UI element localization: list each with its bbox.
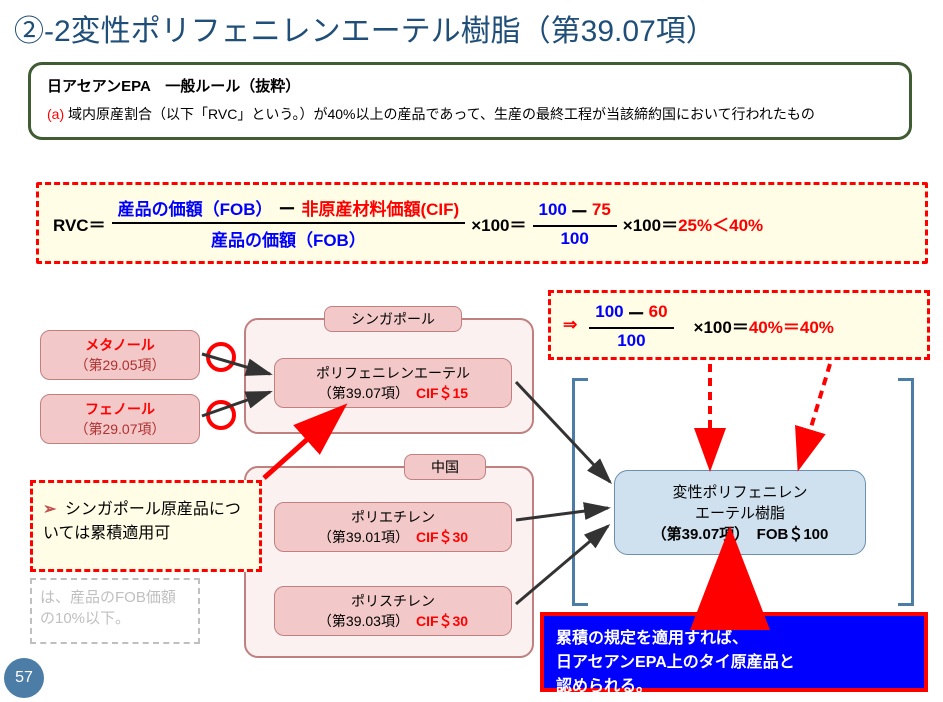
ppe-label: ポリフェニレンエーテル xyxy=(316,363,470,383)
ppe-cif: CIF＄15 xyxy=(416,385,468,401)
conclusion-box: 累積の規定を適用すれば、 日アセアンEPA上のタイ原産品と 認められる。 xyxy=(540,612,928,692)
circle-mark-1 xyxy=(206,342,236,372)
node-result: 変性ポリフェニレン エーテル樹脂 （第39.07項） FOB＄100 xyxy=(614,470,866,555)
result-l1: 変性ポリフェニレン xyxy=(625,481,855,502)
rvc1-minus: ー xyxy=(278,195,295,220)
ps-label: ポリスチレン xyxy=(351,591,435,611)
ps-hs: （第39.03項） xyxy=(318,613,402,629)
rvc2-minus: ー xyxy=(628,300,645,325)
rvc1-mid: ×100＝ xyxy=(471,211,526,236)
page-number: 57 xyxy=(4,658,44,698)
fob-note: は、産品のFOB価額の10%以下。 xyxy=(30,578,200,644)
pe-cif: CIF＄30 xyxy=(416,529,468,545)
rvc1-num2-minus: ー xyxy=(571,198,588,223)
conclude-l3: 認められる。 xyxy=(556,672,912,696)
node-phenol: フェノール （第29.07項） xyxy=(40,394,200,444)
methanol-label: メタノール xyxy=(85,335,155,355)
rvc1-den: 産品の価額（FOB） xyxy=(211,224,366,251)
methanol-hs: （第29.05項） xyxy=(74,355,165,375)
node-methanol: メタノール （第29.05項） xyxy=(40,330,200,380)
phenol-label: フェノール xyxy=(85,399,155,419)
node-ppe: ポリフェニレンエーテル （第39.07項） CIF＄15 xyxy=(274,358,512,408)
node-pe: ポリエチレン （第39.01項） CIF＄30 xyxy=(274,502,512,552)
rule-heading: 日アセアンEPA 一般ルール（抜粋） xyxy=(47,75,893,96)
rvc-lhs: RVC＝ xyxy=(53,211,106,236)
rule-body: (a) 域内原産割合（以下「RVC」という。）が40%以上の産品であって、生産の… xyxy=(47,104,893,124)
rvc1-num2-right: 75 xyxy=(592,200,611,220)
rvc2-result: 40%＝40% xyxy=(749,313,834,338)
result-l3: （第39.07項） FOB＄100 xyxy=(625,523,855,544)
ppe-hs: （第39.07項） xyxy=(318,385,402,401)
rule-box: 日アセアンEPA 一般ルール（抜粋） (a) 域内原産割合（以下「RVC」という… xyxy=(28,62,912,140)
rvc-formula-2: ⇒ 100 ー 60 100 ×100＝ 40%＝40% xyxy=(548,290,930,360)
node-ps: ポリスチレン （第39.03項） CIF＄30 xyxy=(274,586,512,636)
rvc2-arrow: ⇒ xyxy=(563,315,577,335)
conclude-l1: 累積の規定を適用すれば、 xyxy=(556,624,912,648)
rvc1-tail: ×100＝ xyxy=(623,211,678,236)
china-label: 中国 xyxy=(404,454,486,480)
rvc1-den2: 100 xyxy=(560,227,588,249)
ps-cif: CIF＄30 xyxy=(416,613,468,629)
cumulation-arrow-icon: ➢ xyxy=(43,501,56,518)
rvc-formula-1: RVC＝ 産品の価額（FOB） ー 非原産材料価額(CIF) 産品の価額（FOB… xyxy=(36,182,928,264)
rvc1-num2-left: 100 xyxy=(539,200,567,220)
singapore-label: シンガポール xyxy=(324,306,462,332)
conclude-l2: 日アセアンEPA上のタイ原産品と xyxy=(556,648,912,672)
result-l2: エーテル樹脂 xyxy=(625,502,855,523)
bracket-left xyxy=(572,378,588,606)
rvc2-num-right: 60 xyxy=(649,302,668,322)
pe-hs: （第39.01項） xyxy=(318,529,402,545)
cumulation-text: シンガポール原産品については累積適用可 xyxy=(43,501,241,542)
circle-mark-2 xyxy=(206,400,236,430)
rvc1-result: 25%＜40% xyxy=(678,211,763,236)
rule-text: 域内原産割合（以下「RVC」という。）が40%以上の産品であって、生産の最終工程… xyxy=(64,106,815,122)
rvc1-num-right: 非原産材料価額(CIF) xyxy=(301,195,459,220)
cumulation-note: ➢ シンガポール原産品については累積適用可 xyxy=(30,480,262,572)
rule-marker: (a) xyxy=(47,106,64,122)
rvc2-den: 100 xyxy=(617,329,645,351)
bracket-right xyxy=(898,378,914,606)
slide-title: ②-2変性ポリフェニレンエーテル樹脂（第39.07項） xyxy=(14,6,716,50)
phenol-hs: （第29.07項） xyxy=(74,419,165,439)
pe-label: ポリエチレン xyxy=(351,507,435,527)
rvc2-num-left: 100 xyxy=(595,302,623,322)
rvc1-num-left: 産品の価額（FOB） xyxy=(118,195,273,220)
rvc2-mid: ×100＝ xyxy=(694,313,749,338)
